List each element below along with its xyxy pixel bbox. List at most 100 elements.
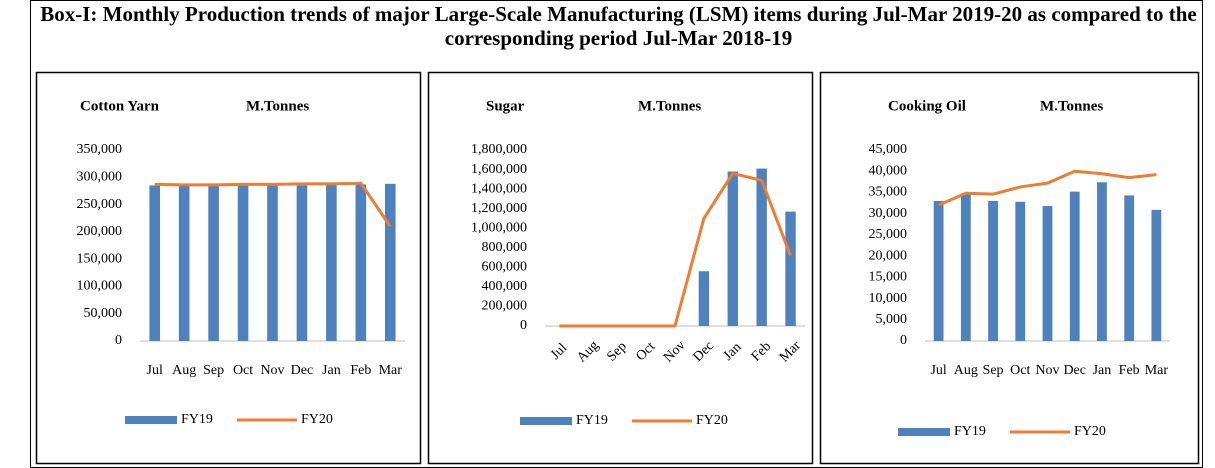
- bar: [785, 211, 796, 326]
- y-tick-label: 5,000: [876, 312, 908, 327]
- x-tick-label: Mar: [1145, 363, 1169, 378]
- x-tick-label: Sep: [203, 363, 224, 378]
- x-tick-label: Oct: [1010, 363, 1030, 378]
- legend-swatch: [520, 417, 572, 425]
- y-tick-label: 200,000: [482, 299, 528, 314]
- bar: [149, 185, 161, 341]
- y-tick-label: 100,000: [77, 279, 123, 294]
- y-tick-label: 35,000: [869, 185, 908, 200]
- unit-label: M.Tonnes: [638, 98, 701, 114]
- bar: [727, 171, 738, 326]
- x-tick-label: Feb: [1119, 363, 1140, 378]
- y-tick-label: 25,000: [869, 227, 908, 242]
- y-tick-label: 0: [900, 333, 907, 348]
- chart-title: Cotton Yarn: [80, 98, 160, 114]
- bar: [237, 185, 249, 341]
- y-tick-label: 250,000: [77, 197, 123, 212]
- y-tick-label: 1,600,000: [471, 162, 527, 177]
- bar: [208, 185, 219, 341]
- x-tick-label: Aug: [954, 363, 978, 378]
- y-tick-label: 150,000: [77, 251, 123, 266]
- bar: [355, 184, 367, 341]
- line: [938, 169, 1157, 207]
- x-tick-label: Aug: [574, 338, 602, 366]
- y-tick-label: 400,000: [482, 279, 528, 294]
- y-tick-label: 200,000: [77, 224, 123, 239]
- y-tick-label: 600,000: [482, 260, 528, 275]
- y-tick-label: 0: [115, 333, 122, 348]
- x-tick-label: Oct: [633, 339, 658, 364]
- chart-title: Sugar: [486, 98, 525, 114]
- x-tick-label: Jan: [322, 363, 341, 378]
- legend-label: FY19: [181, 412, 213, 427]
- y-tick-label: 1,800,000: [471, 142, 527, 157]
- x-tick-label: Dec: [690, 339, 717, 366]
- y-tick-label: 20,000: [869, 248, 908, 263]
- x-tick-label: Aug: [172, 363, 196, 378]
- bar: [267, 185, 278, 341]
- x-tick-label: Feb: [749, 339, 774, 364]
- bar: [1097, 182, 1107, 341]
- bar: [960, 193, 971, 341]
- bar: [384, 183, 396, 341]
- x-tick-label: Jul: [930, 363, 946, 378]
- x-tick-label: Sep: [983, 363, 1004, 378]
- legend-swatch: [125, 416, 177, 424]
- x-tick-label: Mar: [379, 363, 403, 378]
- bar: [1124, 195, 1135, 341]
- bar: [1069, 191, 1080, 341]
- line: [559, 171, 792, 328]
- x-tick-label: Feb: [350, 363, 371, 378]
- bar: [1015, 201, 1026, 341]
- x-tick-label: Dec: [1063, 363, 1086, 378]
- y-tick-label: 1,000,000: [471, 220, 527, 235]
- x-tick-label: Dec: [291, 363, 314, 378]
- bar: [1042, 206, 1053, 341]
- line: [154, 181, 392, 228]
- legend-label: FY19: [954, 424, 986, 439]
- x-tick-label: Nov: [661, 338, 689, 366]
- x-tick-label: Nov: [1035, 363, 1059, 378]
- y-tick-label: 350,000: [77, 142, 123, 157]
- y-tick-label: 45,000: [869, 142, 908, 157]
- y-tick-label: 1,200,000: [471, 201, 527, 216]
- x-tick-label: Sep: [604, 339, 629, 364]
- bar: [933, 200, 944, 341]
- bar: [1151, 209, 1162, 341]
- panel-border: [427, 71, 814, 465]
- y-tick-label: 30,000: [869, 206, 908, 221]
- legend-swatch: [898, 428, 950, 436]
- bar: [988, 200, 998, 341]
- legend-label: FY19: [576, 413, 608, 428]
- y-tick-label: 10,000: [869, 291, 908, 306]
- panel-border: [35, 71, 422, 465]
- bar: [326, 184, 337, 341]
- outer-box: [30, 0, 1203, 468]
- y-tick-label: 300,000: [77, 170, 123, 185]
- y-tick-label: 40,000: [869, 163, 908, 178]
- y-tick-label: 50,000: [84, 306, 123, 321]
- x-tick-label: Nov: [260, 363, 284, 378]
- unit-label: M.Tonnes: [1040, 98, 1103, 114]
- box-title: Box-I: Monthly Production trends of majo…: [40, 2, 1197, 50]
- x-tick-label: Jan: [721, 340, 745, 364]
- x-tick-label: Jul: [147, 363, 163, 378]
- bar: [756, 168, 767, 326]
- bar: [178, 185, 190, 341]
- chart-title: Cooking Oil: [888, 98, 966, 114]
- x-tick-label: Jan: [1093, 363, 1112, 378]
- legend-label: FY20: [301, 412, 333, 427]
- y-tick-label: 0: [520, 318, 527, 333]
- y-tick-label: 800,000: [482, 240, 528, 255]
- y-tick-label: 15,000: [869, 270, 908, 285]
- legend-label: FY20: [696, 413, 728, 428]
- unit-label: M.Tonnes: [246, 98, 309, 114]
- x-tick-label: Mar: [777, 338, 804, 365]
- bar: [698, 271, 710, 326]
- legend-label: FY20: [1074, 424, 1106, 439]
- x-tick-label: Oct: [233, 363, 253, 378]
- panel-border: [819, 71, 1200, 465]
- x-tick-label: Jul: [548, 341, 570, 363]
